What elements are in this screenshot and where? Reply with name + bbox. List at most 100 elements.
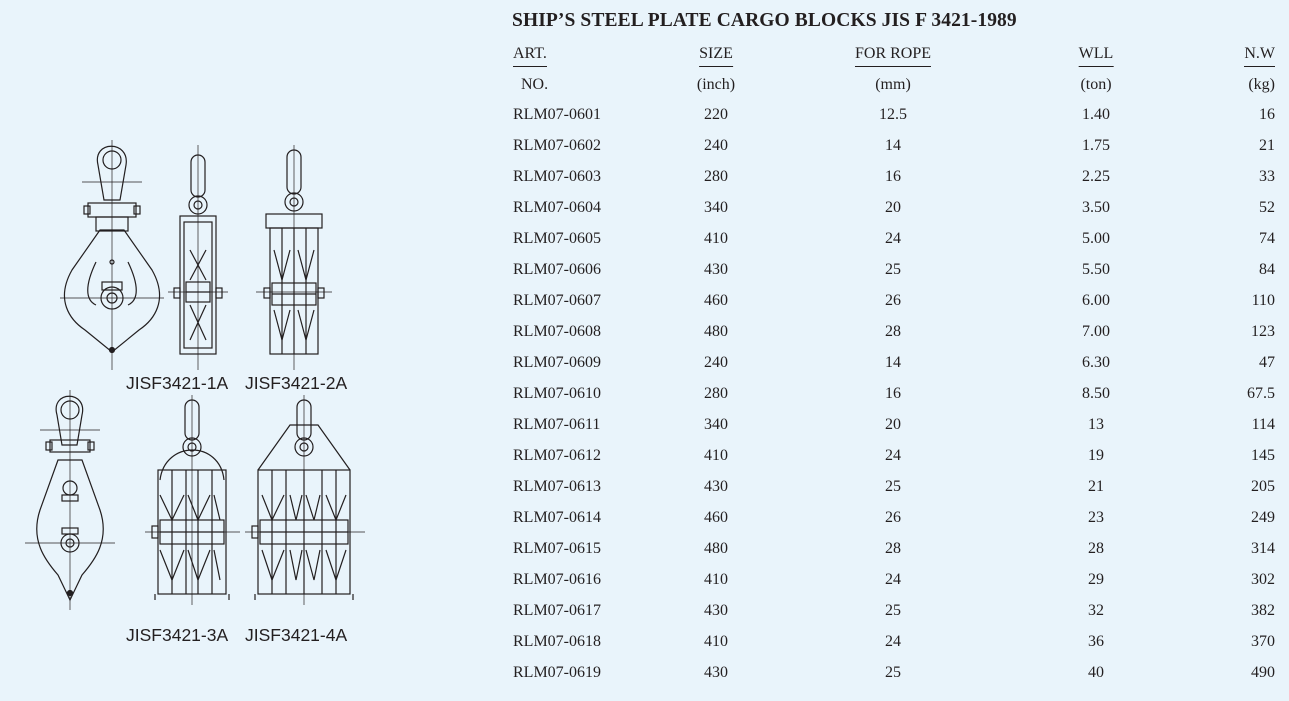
cell-wll: 36 bbox=[1088, 633, 1104, 650]
cell-wll: 8.50 bbox=[1082, 385, 1110, 402]
cell-nw: 16 bbox=[1259, 106, 1275, 123]
cell-nw: 33 bbox=[1259, 168, 1275, 185]
cell-art-no: RLM07-0604 bbox=[513, 199, 601, 216]
table-row: RLM07-0607 460 26 6.00 110 bbox=[0, 291, 1289, 315]
table-row: RLM07-0616 410 24 29 302 bbox=[0, 570, 1289, 594]
cell-size: 430 bbox=[704, 261, 728, 278]
drawing-1a-side bbox=[60, 140, 164, 370]
cell-for-rope: 28 bbox=[885, 540, 901, 557]
cell-size: 340 bbox=[704, 199, 728, 216]
cell-art-no: RLM07-0609 bbox=[513, 354, 601, 371]
header-mm: (mm) bbox=[875, 76, 911, 93]
drawing-3a-side bbox=[25, 390, 115, 610]
cell-for-rope: 26 bbox=[885, 292, 901, 309]
cell-for-rope: 20 bbox=[885, 416, 901, 433]
table-row: RLM07-0609 240 14 6.30 47 bbox=[0, 353, 1289, 377]
cell-for-rope: 26 bbox=[885, 509, 901, 526]
caption-1a: JISF3421-1A bbox=[126, 373, 229, 393]
cell-nw: 84 bbox=[1259, 261, 1275, 278]
table-row: RLM07-0606 430 25 5.50 84 bbox=[0, 260, 1289, 284]
table-row: RLM07-0618 410 24 36 370 bbox=[0, 632, 1289, 656]
caption-3a: JISF3421-3A bbox=[126, 625, 229, 645]
cell-size: 430 bbox=[704, 478, 728, 495]
cell-nw: 145 bbox=[1251, 447, 1275, 464]
cell-size: 280 bbox=[704, 168, 728, 185]
cell-for-rope: 12.5 bbox=[879, 106, 907, 123]
block-drawings-svg bbox=[25, 140, 365, 610]
table-title: SHIP’S STEEL PLATE CARGO BLOCKS JIS F 34… bbox=[512, 10, 1017, 31]
cell-for-rope: 24 bbox=[885, 447, 901, 464]
table-row: RLM07-0611 340 20 13 114 bbox=[0, 415, 1289, 439]
cell-art-no: RLM07-0605 bbox=[513, 230, 601, 247]
cell-for-rope: 25 bbox=[885, 664, 901, 681]
table-row: RLM07-0619 430 25 40 490 bbox=[0, 663, 1289, 687]
header-ton: (ton) bbox=[1080, 76, 1112, 93]
cell-size: 460 bbox=[704, 292, 728, 309]
cell-art-no: RLM07-0613 bbox=[513, 478, 601, 495]
cell-nw: 314 bbox=[1251, 540, 1275, 557]
cell-for-rope: 25 bbox=[885, 261, 901, 278]
cell-wll: 5.50 bbox=[1082, 261, 1110, 278]
cell-art-no: RLM07-0618 bbox=[513, 633, 601, 650]
table-row: RLM07-0603 280 16 2.25 33 bbox=[0, 167, 1289, 191]
table-row: RLM07-0608 480 28 7.00 123 bbox=[0, 322, 1289, 346]
header-wll: WLL bbox=[1078, 44, 1114, 67]
cell-size: 460 bbox=[704, 509, 728, 526]
cell-size: 410 bbox=[704, 633, 728, 650]
cell-wll: 1.40 bbox=[1082, 106, 1110, 123]
cell-art-no: RLM07-0603 bbox=[513, 168, 601, 185]
cell-nw: 123 bbox=[1251, 323, 1275, 340]
cell-wll: 40 bbox=[1088, 664, 1104, 681]
cell-nw: 67.5 bbox=[1247, 385, 1275, 402]
caption-2a: JISF3421-2A bbox=[245, 373, 348, 393]
cell-nw: 110 bbox=[1251, 292, 1275, 309]
cell-wll: 2.25 bbox=[1082, 168, 1110, 185]
cell-size: 410 bbox=[704, 230, 728, 247]
header-no: NO. bbox=[521, 76, 549, 93]
cell-art-no: RLM07-0610 bbox=[513, 385, 601, 402]
cell-wll: 19 bbox=[1088, 447, 1104, 464]
caption-4a: JISF3421-4A bbox=[245, 625, 348, 645]
cell-art-no: RLM07-0601 bbox=[513, 106, 601, 123]
cell-wll: 5.00 bbox=[1082, 230, 1110, 247]
cell-wll: 21 bbox=[1088, 478, 1104, 495]
cell-nw: 302 bbox=[1251, 571, 1275, 588]
cell-nw: 52 bbox=[1259, 199, 1275, 216]
table-row: RLM07-0614 460 26 23 249 bbox=[0, 508, 1289, 532]
cell-wll: 7.00 bbox=[1082, 323, 1110, 340]
cell-art-no: RLM07-0614 bbox=[513, 509, 601, 526]
cell-size: 280 bbox=[704, 385, 728, 402]
cell-wll: 1.75 bbox=[1082, 137, 1110, 154]
cell-size: 430 bbox=[704, 602, 728, 619]
cell-art-no: RLM07-0619 bbox=[513, 664, 601, 681]
cell-wll: 32 bbox=[1088, 602, 1104, 619]
table-row: RLM07-0613 430 25 21 205 bbox=[0, 477, 1289, 501]
table-row: RLM07-0601 220 12.5 1.40 16 bbox=[0, 105, 1289, 129]
cell-art-no: RLM07-0607 bbox=[513, 292, 601, 309]
cell-wll: 28 bbox=[1088, 540, 1104, 557]
drawing-2a-side bbox=[256, 145, 332, 370]
cell-nw: 370 bbox=[1251, 633, 1275, 650]
cell-art-no: RLM07-0606 bbox=[513, 261, 601, 278]
cell-nw: 205 bbox=[1251, 478, 1275, 495]
cell-size: 480 bbox=[704, 540, 728, 557]
cell-nw: 21 bbox=[1259, 137, 1275, 154]
cell-nw: 47 bbox=[1259, 354, 1275, 371]
cell-for-rope: 24 bbox=[885, 633, 901, 650]
cell-size: 410 bbox=[704, 571, 728, 588]
header-nw: N.W bbox=[1244, 44, 1275, 67]
cell-size: 480 bbox=[704, 323, 728, 340]
cell-art-no: RLM07-0612 bbox=[513, 447, 601, 464]
cell-nw: 249 bbox=[1251, 509, 1275, 526]
table-header-units: NO. (inch) (mm) (ton) (kg) bbox=[0, 75, 1289, 99]
cell-for-rope: 25 bbox=[885, 478, 901, 495]
cell-for-rope: 24 bbox=[885, 571, 901, 588]
cell-for-rope: 20 bbox=[885, 199, 901, 216]
header-size: SIZE bbox=[699, 44, 733, 67]
cell-wll: 29 bbox=[1088, 571, 1104, 588]
cell-wll: 3.50 bbox=[1082, 199, 1110, 216]
table-row: RLM07-0605 410 24 5.00 74 bbox=[0, 229, 1289, 253]
table-header-top: ART. SIZE FOR ROPE WLL N.W bbox=[0, 44, 1289, 68]
header-art: ART. bbox=[513, 44, 547, 67]
drawing-4a-front bbox=[245, 395, 365, 605]
